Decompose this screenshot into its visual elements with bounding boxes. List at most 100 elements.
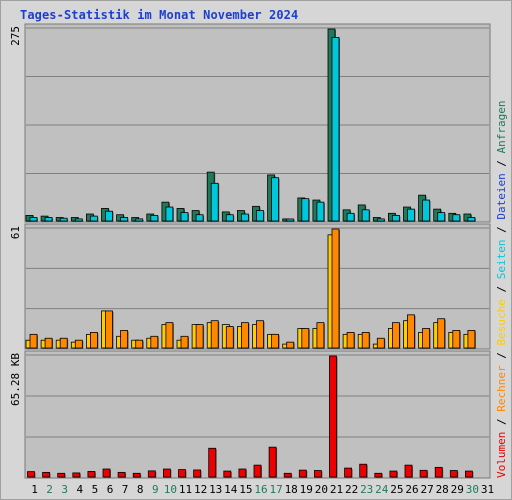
bar-dateien-day-25 bbox=[391, 215, 400, 222]
bar-rechner-day-7 bbox=[120, 330, 128, 349]
bar-volumen-day-7 bbox=[117, 471, 126, 478]
x-axis-label-day-3: 3 bbox=[61, 483, 68, 496]
bar-rechner-day-16 bbox=[256, 320, 264, 349]
x-axis-label-day-30: 30 bbox=[466, 483, 479, 496]
x-axis-label-day-22: 22 bbox=[345, 483, 358, 496]
bar-rechner-day-4 bbox=[74, 339, 83, 349]
x-axis-label-day-10: 10 bbox=[164, 483, 177, 496]
bar-volumen-day-2 bbox=[42, 471, 50, 478]
hits-scale-label: 275 bbox=[9, 26, 22, 46]
bar-dateien-day-1 bbox=[29, 217, 38, 222]
x-axis-label-day-23: 23 bbox=[360, 483, 373, 496]
x-axis-label-day-11: 11 bbox=[179, 483, 192, 496]
bar-rechner-day-26 bbox=[407, 314, 415, 349]
bar-rechner-day-1 bbox=[29, 333, 38, 349]
x-axis-label-day-4: 4 bbox=[76, 483, 83, 496]
bar-dateien-day-16 bbox=[256, 210, 264, 222]
bar-dateien-day-4 bbox=[74, 218, 83, 222]
legend-separator: / bbox=[495, 153, 508, 173]
bar-rechner-day-11 bbox=[180, 335, 189, 349]
bar-dateien-day-11 bbox=[180, 212, 189, 222]
x-axis-label-day-13: 13 bbox=[209, 483, 222, 496]
x-axis-label-day-20: 20 bbox=[315, 483, 328, 496]
kbytes-scale-label: 65.28 KB bbox=[9, 353, 22, 406]
x-axis-label-day-19: 19 bbox=[300, 483, 313, 496]
bar-rechner-day-22 bbox=[346, 331, 355, 349]
bar-volumen-day-30 bbox=[464, 470, 473, 478]
bar-dateien-day-21 bbox=[331, 36, 340, 222]
x-axis-label-day-7: 7 bbox=[122, 483, 129, 496]
bar-rechner-day-12 bbox=[195, 324, 204, 349]
legend-separator: / bbox=[495, 220, 508, 240]
bar-dateien-day-12 bbox=[195, 214, 204, 222]
legend-seiten: Seiten bbox=[495, 240, 508, 280]
bar-dateien-day-18 bbox=[286, 218, 295, 222]
bar-volumen-day-17 bbox=[268, 446, 277, 478]
bar-rechner-day-15 bbox=[240, 322, 249, 349]
bar-volumen-day-20 bbox=[313, 470, 322, 478]
bar-dateien-day-3 bbox=[59, 217, 68, 222]
bar-rechner-day-20 bbox=[316, 322, 325, 349]
bar-dateien-day-15 bbox=[240, 213, 249, 222]
x-axis-label-day-14: 14 bbox=[224, 483, 238, 496]
bar-rechner-day-23 bbox=[361, 331, 370, 349]
chart-title: Tages-Statistik im Monat November 2024 bbox=[20, 8, 299, 22]
bar-volumen-day-16 bbox=[253, 464, 262, 478]
bar-dateien-day-22 bbox=[346, 212, 355, 222]
bar-dateien-day-14 bbox=[225, 214, 234, 222]
bar-dateien-day-8 bbox=[135, 218, 144, 222]
legend-separator: / bbox=[495, 412, 508, 432]
bar-volumen-day-10 bbox=[162, 468, 171, 478]
bar-rechner-day-8 bbox=[135, 339, 144, 349]
bar-dateien-day-10 bbox=[165, 206, 174, 222]
bar-volumen-day-29 bbox=[449, 470, 458, 478]
bar-dateien-day-17 bbox=[271, 177, 280, 222]
bar-rechner-day-3 bbox=[59, 337, 68, 349]
bar-volumen-day-18 bbox=[283, 472, 292, 478]
x-axis-label-day-6: 6 bbox=[107, 483, 114, 496]
legend-separator: / bbox=[495, 346, 508, 366]
bar-volumen-day-13 bbox=[208, 447, 217, 478]
bar-volumen-day-27 bbox=[419, 469, 428, 478]
x-axis-label-day-12: 12 bbox=[194, 483, 207, 496]
x-axis-label-day-8: 8 bbox=[137, 483, 144, 496]
x-axis-label-day-15: 15 bbox=[239, 483, 252, 496]
bar-volumen-day-22 bbox=[344, 467, 353, 478]
bar-rechner-day-24 bbox=[376, 337, 385, 349]
bar-dateien-day-23 bbox=[361, 209, 370, 222]
bar-dateien-day-5 bbox=[90, 215, 98, 222]
bar-volumen-day-21 bbox=[329, 355, 337, 478]
legend-separator: / bbox=[495, 279, 508, 299]
bar-volumen-day-24 bbox=[374, 472, 383, 478]
bar-volumen-day-6 bbox=[102, 468, 111, 478]
x-axis-label-day-18: 18 bbox=[285, 483, 298, 496]
bar-rechner-day-30 bbox=[467, 330, 476, 349]
bar-dateien-day-24 bbox=[376, 218, 385, 222]
x-axis-label-day-9: 9 bbox=[152, 483, 159, 496]
bar-dateien-day-28 bbox=[437, 212, 446, 222]
bar-rechner-day-25 bbox=[391, 322, 400, 349]
bar-volumen-day-3 bbox=[57, 472, 66, 478]
bar-volumen-day-28 bbox=[434, 466, 443, 478]
bar-dateien-day-20 bbox=[316, 201, 325, 222]
visits-scale-label: 61 bbox=[9, 226, 22, 239]
bar-rechner-day-5 bbox=[90, 331, 98, 349]
bar-rechner-day-21 bbox=[331, 228, 340, 349]
bar-rechner-day-10 bbox=[165, 322, 174, 349]
bar-volumen-day-23 bbox=[359, 463, 368, 478]
x-axis-label-day-21: 21 bbox=[330, 483, 343, 496]
bar-volumen-day-14 bbox=[223, 470, 232, 478]
bar-dateien-day-29 bbox=[452, 214, 461, 222]
panel-bottom bbox=[24, 350, 491, 479]
bar-volumen-day-11 bbox=[178, 469, 186, 478]
bar-rechner-day-6 bbox=[105, 310, 113, 349]
legend-besuche: Besuche bbox=[495, 299, 508, 345]
bar-rechner-day-29 bbox=[452, 330, 461, 349]
bar-rechner-day-17 bbox=[271, 333, 280, 349]
bar-volumen-day-9 bbox=[147, 470, 156, 478]
bar-volumen-day-19 bbox=[298, 469, 307, 478]
x-axis-label-day-29: 29 bbox=[451, 483, 464, 496]
x-axis-label-day-25: 25 bbox=[390, 483, 403, 496]
bar-volumen-day-5 bbox=[87, 471, 96, 478]
